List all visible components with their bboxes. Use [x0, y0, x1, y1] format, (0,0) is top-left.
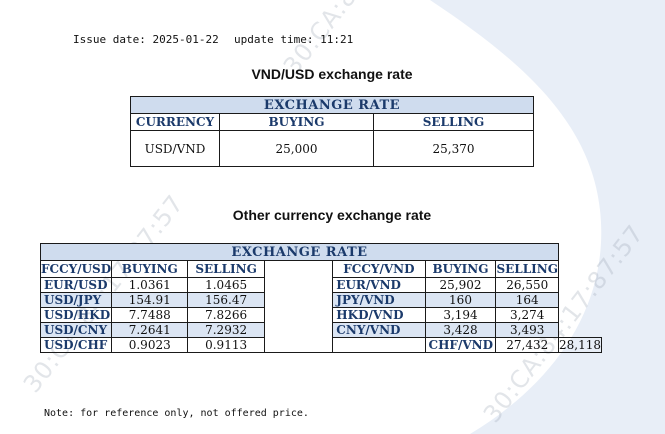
issue-date-label: Issue date: — [73, 33, 146, 46]
left-pair: USD/CNY — [39, 322, 113, 338]
right-col-selling: SELLING — [495, 260, 559, 278]
left-buying: 154.91 — [111, 292, 189, 308]
vnd-usd-col-selling: SELLING — [373, 113, 534, 131]
left-pair: USD/JPY — [39, 292, 113, 308]
right-selling: 26,550 — [495, 277, 559, 293]
right-selling: 3,493 — [495, 322, 559, 338]
right-pair: CNY/VND — [332, 322, 426, 338]
left-selling: 1.0465 — [187, 277, 265, 293]
left-buying: 7.7488 — [111, 307, 189, 323]
right-buying: 25,902 — [424, 277, 497, 293]
right-pair: CHF/VND — [424, 337, 497, 353]
right-col-buying: BUYING — [424, 260, 497, 278]
vnd-usd-col-currency: CURRENCY — [130, 113, 220, 131]
disclaimer-note: Note: for reference only, not offered pr… — [44, 408, 309, 419]
left-col-pair: FCCY/USD — [39, 260, 113, 278]
left-buying: 0.9023 — [111, 337, 189, 353]
vnd-usd-title: VND/USD exchange rate — [251, 66, 413, 82]
vnd-usd-selling: 25,370 — [373, 130, 534, 167]
table-spacer-bottom — [332, 337, 426, 353]
left-selling: 7.2932 — [187, 322, 265, 338]
right-pair: EUR/VND — [332, 277, 426, 293]
left-pair: EUR/USD — [39, 277, 113, 293]
table-spacer — [263, 260, 334, 353]
right-buying: 3,428 — [424, 322, 497, 338]
vnd-usd-band: EXCHANGE RATE — [130, 96, 534, 114]
right-selling: 3,274 — [495, 307, 559, 323]
vnd-usd-table: EXCHANGE RATE CURRENCY BUYING SELLING US… — [130, 96, 534, 167]
vnd-usd-currency: USD/VND — [130, 130, 220, 167]
right-buying: 27,432 — [495, 337, 559, 353]
vnd-usd-col-buying: BUYING — [219, 113, 374, 131]
left-pair: USD/CHF — [39, 337, 113, 353]
other-title: Other currency exchange rate — [232, 207, 432, 223]
update-time-value: 11:21 — [320, 33, 354, 46]
left-selling: 156.47 — [187, 292, 265, 308]
right-pair: JPY/VND — [332, 292, 426, 308]
left-selling: 0.9113 — [187, 337, 265, 353]
right-buying: 160 — [424, 292, 497, 308]
update-time: update time: 11:21 — [234, 33, 353, 46]
update-time-label: update time: — [234, 33, 314, 46]
right-selling: 164 — [495, 292, 559, 308]
left-selling: 7.8266 — [187, 307, 265, 323]
left-pair: USD/HKD — [39, 307, 113, 323]
left-col-buying: BUYING — [111, 260, 189, 278]
issue-date: Issue date: 2025-01-22 — [73, 33, 219, 46]
right-pair: HKD/VND — [332, 307, 426, 323]
right-buying: 3,194 — [424, 307, 497, 323]
right-col-pair: FCCY/VND — [332, 260, 426, 278]
left-buying: 1.0361 — [111, 277, 189, 293]
right-selling: 28,118 — [558, 337, 602, 353]
issue-date-value: 2025-01-22 — [152, 33, 219, 46]
other-rates-table: EXCHANGE RATE FCCY/USD BUYING SELLING FC… — [39, 243, 602, 353]
left-col-selling: SELLING — [187, 260, 265, 278]
other-band: EXCHANGE RATE — [40, 243, 559, 261]
vnd-usd-buying: 25,000 — [219, 130, 374, 167]
left-buying: 7.2641 — [111, 322, 189, 338]
